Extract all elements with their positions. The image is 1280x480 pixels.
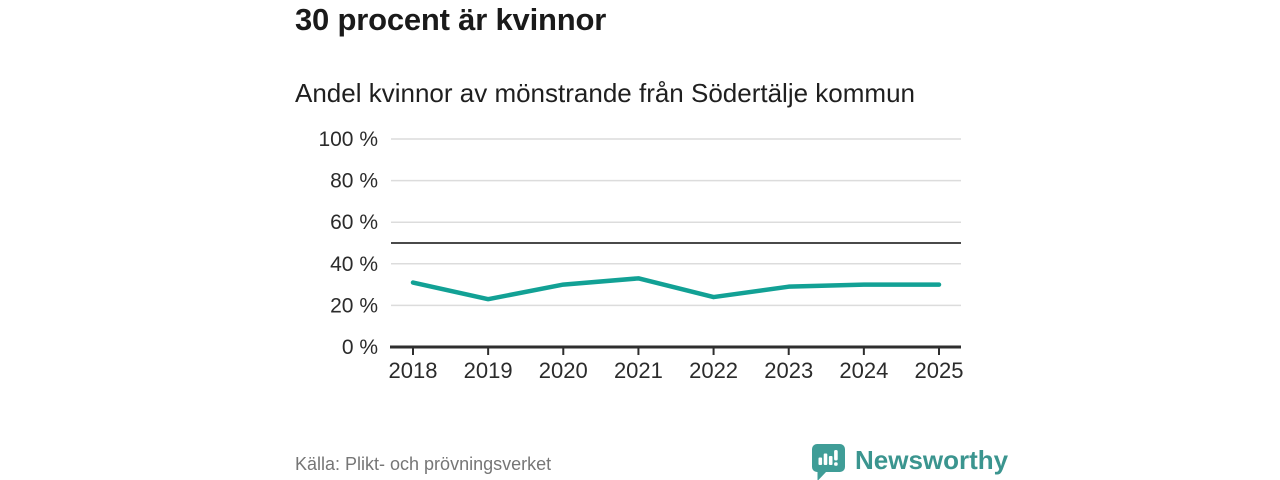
series-line: [410, 276, 942, 302]
x-tick-label: 2024: [839, 358, 888, 383]
y-tick-label: 60 %: [330, 211, 378, 234]
chart-subtitle: Andel kvinnor av mönstrande från Södertä…: [295, 78, 915, 108]
y-tick-label: 40 %: [330, 253, 378, 276]
x-tick-label: 2022: [689, 358, 738, 383]
newsworthy-logo-icon: [812, 444, 845, 480]
y-tick-label: 80 %: [330, 170, 378, 193]
x-tick-label: 2023: [764, 358, 813, 383]
y-tick-label: 100 %: [318, 128, 378, 151]
source-note: Källa: Plikt- och prövningsverket: [295, 454, 552, 474]
y-tick-label: 20 %: [330, 294, 378, 317]
x-tick-label: 2018: [389, 358, 438, 383]
x-tick-label: 2019: [464, 358, 513, 383]
newsworthy-wordmark: Newsworthy: [855, 445, 1009, 475]
x-tick-label: 2025: [915, 358, 964, 383]
x-tick-label: 2021: [614, 358, 663, 383]
y-tick-label: 0 %: [342, 336, 378, 359]
chart-title: 30 procent är kvinnor: [295, 2, 607, 37]
newsworthy-brand: Newsworthy: [811, 443, 1008, 480]
x-tick-label: 2020: [539, 358, 588, 383]
